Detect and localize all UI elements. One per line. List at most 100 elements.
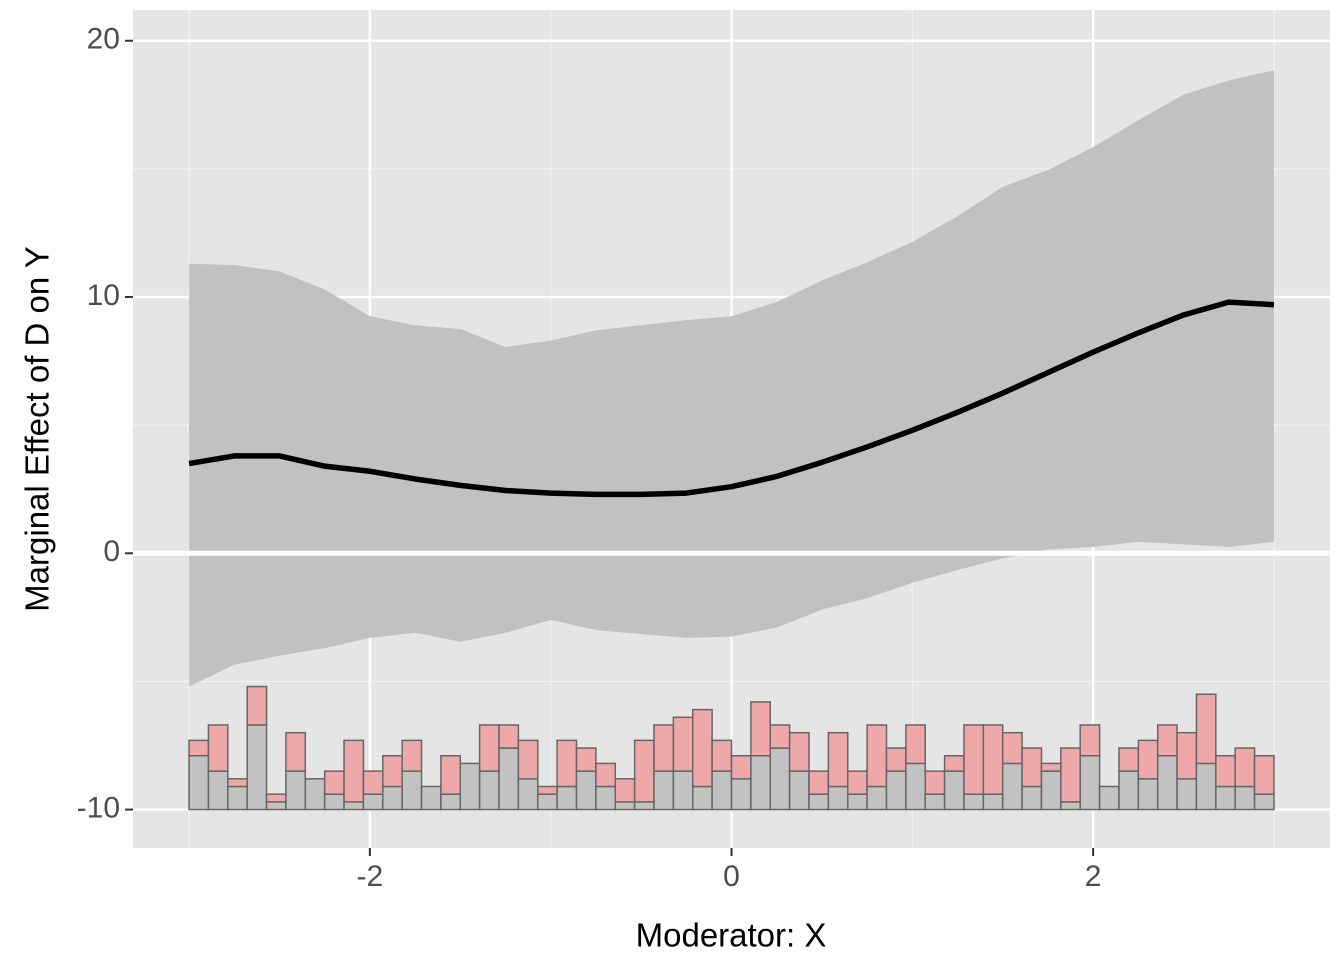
- histogram-bar: [924, 770, 946, 795]
- histogram-bar: [827, 785, 849, 811]
- histogram-bar: [711, 770, 733, 811]
- histogram-bar: [653, 724, 675, 772]
- histogram-bar: [459, 762, 481, 811]
- histogram-bar: [285, 731, 307, 772]
- histogram-bar: [943, 754, 965, 772]
- histogram-bar: [343, 801, 365, 811]
- histogram-bar: [808, 770, 830, 795]
- x-tick-label: 0: [723, 860, 740, 893]
- histogram-bar: [498, 747, 520, 811]
- histogram-bar: [982, 793, 1004, 811]
- histogram-bar: [420, 785, 442, 811]
- histogram-bar: [1234, 747, 1256, 788]
- histogram-bar: [885, 770, 907, 811]
- histogram-bar: [788, 770, 810, 811]
- effect-line: [188, 299, 1275, 498]
- histogram-bar: [498, 724, 520, 749]
- histogram-bar: [653, 770, 675, 811]
- histogram-bar: [401, 770, 423, 811]
- histogram-bar: [382, 754, 403, 788]
- confidence-band: [189, 70, 1274, 687]
- histogram-bar: [1234, 785, 1256, 811]
- y-axis-title: Marginal Effect of D on Y: [19, 246, 56, 612]
- histogram-bar: [1195, 762, 1217, 811]
- histogram-bar: [575, 770, 597, 811]
- histogram-bar: [1060, 747, 1081, 803]
- x-axis-title: Moderator: X: [636, 917, 827, 954]
- y-tick-label: 20: [87, 23, 120, 56]
- histogram-bar: [517, 778, 539, 811]
- histogram-bar: [614, 801, 636, 811]
- histogram-bar: [227, 778, 248, 788]
- histogram-bar: [730, 754, 752, 780]
- histogram-bar: [1156, 754, 1178, 811]
- histogram-bar: [1215, 785, 1236, 811]
- histogram-bar: [207, 724, 229, 772]
- y-tick-label: 0: [103, 535, 120, 568]
- y-tick-label: -10: [77, 791, 120, 824]
- histogram-bar: [730, 778, 752, 811]
- histogram-bar: [1001, 762, 1023, 811]
- histogram-bar: [1253, 754, 1275, 795]
- histogram-bar: [440, 754, 462, 795]
- histogram-bar: [1176, 778, 1198, 811]
- histogram-bar: [1176, 731, 1198, 780]
- histogram-bar: [963, 724, 985, 795]
- histogram-bar: [401, 739, 423, 772]
- histogram-bar: [556, 739, 578, 788]
- histogram-bar: [885, 747, 907, 772]
- histogram-bar: [1079, 724, 1101, 757]
- histogram-bar: [323, 793, 345, 811]
- histogram-bar: [478, 770, 500, 811]
- histogram-bar: [750, 754, 771, 811]
- histogram-bar: [1001, 731, 1023, 765]
- histogram-bar: [808, 793, 830, 811]
- histogram-bar: [769, 724, 791, 749]
- histogram-bar: [1040, 770, 1062, 811]
- histogram-bar: [440, 793, 462, 811]
- histogram-bar: [1253, 793, 1275, 811]
- histogram-bar: [633, 739, 655, 803]
- histogram-bar: [827, 731, 849, 788]
- histogram-bar: [846, 793, 868, 811]
- histogram-bar: [1156, 724, 1178, 757]
- histogram-bar: [1098, 785, 1120, 811]
- histogram-bar: [382, 785, 403, 811]
- histogram-bar: [866, 785, 888, 811]
- histogram-bar: [982, 724, 1004, 795]
- histogram-bar: [188, 754, 210, 811]
- histogram-bar: [633, 801, 655, 811]
- histogram-bar: [537, 793, 558, 811]
- histogram-bar: [1021, 785, 1043, 811]
- histogram-bar: [692, 708, 713, 788]
- y-tick-label: 10: [87, 279, 120, 312]
- x-tick-label: 2: [1085, 860, 1102, 893]
- histogram-bar: [1021, 747, 1043, 788]
- histogram-bar: [556, 785, 578, 811]
- histogram-bar: [1137, 739, 1159, 780]
- histogram-bar: [265, 801, 287, 811]
- histogram-bar: [672, 770, 694, 811]
- histogram-bar: [711, 739, 733, 772]
- histogram-bar: [188, 739, 210, 757]
- histogram-bar: [963, 793, 985, 811]
- histogram-bar: [246, 685, 268, 726]
- histogram-bar: [362, 770, 384, 795]
- histogram-bar: [924, 793, 946, 811]
- histogram-bar: [1215, 754, 1236, 788]
- histogram-bar: [575, 747, 597, 772]
- histogram-bar: [285, 770, 307, 811]
- histogram-bar: [846, 770, 868, 795]
- x-tick-label: -2: [357, 860, 384, 893]
- histogram-bar: [692, 785, 713, 811]
- histogram-bar: [943, 770, 965, 811]
- histogram-bar: [595, 785, 617, 811]
- histogram-bar: [1137, 778, 1159, 811]
- histogram-bar: [265, 793, 287, 803]
- histogram-bar: [595, 762, 617, 788]
- histogram-bar: [672, 716, 694, 772]
- histogram-bar: [207, 770, 229, 811]
- histogram-bar: [1060, 801, 1081, 811]
